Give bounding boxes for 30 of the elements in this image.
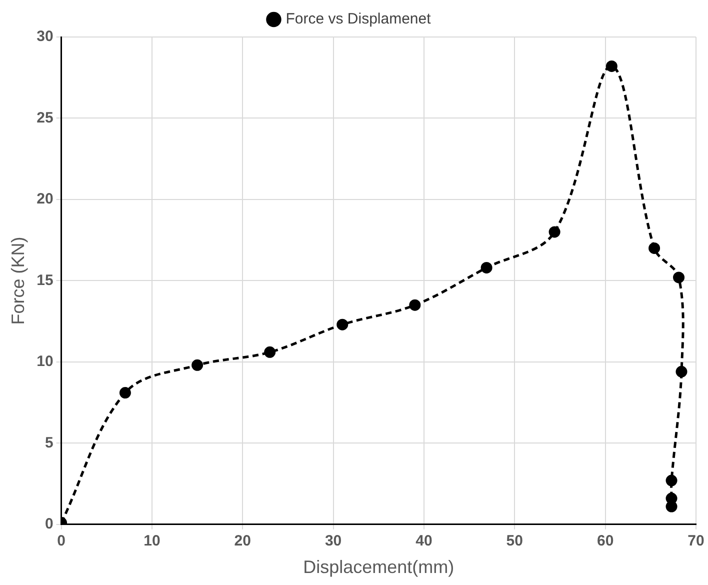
legend-label: Force vs Displamenet <box>286 10 432 28</box>
x-tick-label: 70 <box>688 532 704 550</box>
y-tick-label: 30 <box>36 28 54 46</box>
x-tick-label: 10 <box>144 532 160 550</box>
x-tick-label: 20 <box>234 532 251 550</box>
y-tick-label: 5 <box>44 434 54 452</box>
point <box>480 262 492 274</box>
point <box>336 318 348 330</box>
x-tick-label: 60 <box>596 532 614 550</box>
y-tick-label: 25 <box>36 109 54 126</box>
point <box>676 366 688 378</box>
point <box>119 387 131 399</box>
x-tick-label: 50 <box>506 532 523 550</box>
x-tick-label: 40 <box>416 532 432 550</box>
x-tick-label: 30 <box>324 532 342 550</box>
y-tick-label: 10 <box>36 353 54 370</box>
y-axis-title: Force (KN) <box>8 236 28 325</box>
y-tick-label: 20 <box>36 190 54 208</box>
point <box>409 299 421 311</box>
y-tick-label: 15 <box>36 272 54 289</box>
point <box>192 359 204 371</box>
point <box>264 346 276 358</box>
x-tick-label: 0 <box>57 532 66 550</box>
x-axis-title: Displacement(mm) <box>303 557 454 578</box>
point <box>673 272 685 284</box>
point <box>606 60 618 72</box>
point <box>648 242 660 254</box>
y-tick-label: 0 <box>44 516 54 533</box>
point <box>666 474 678 486</box>
point <box>548 226 560 238</box>
